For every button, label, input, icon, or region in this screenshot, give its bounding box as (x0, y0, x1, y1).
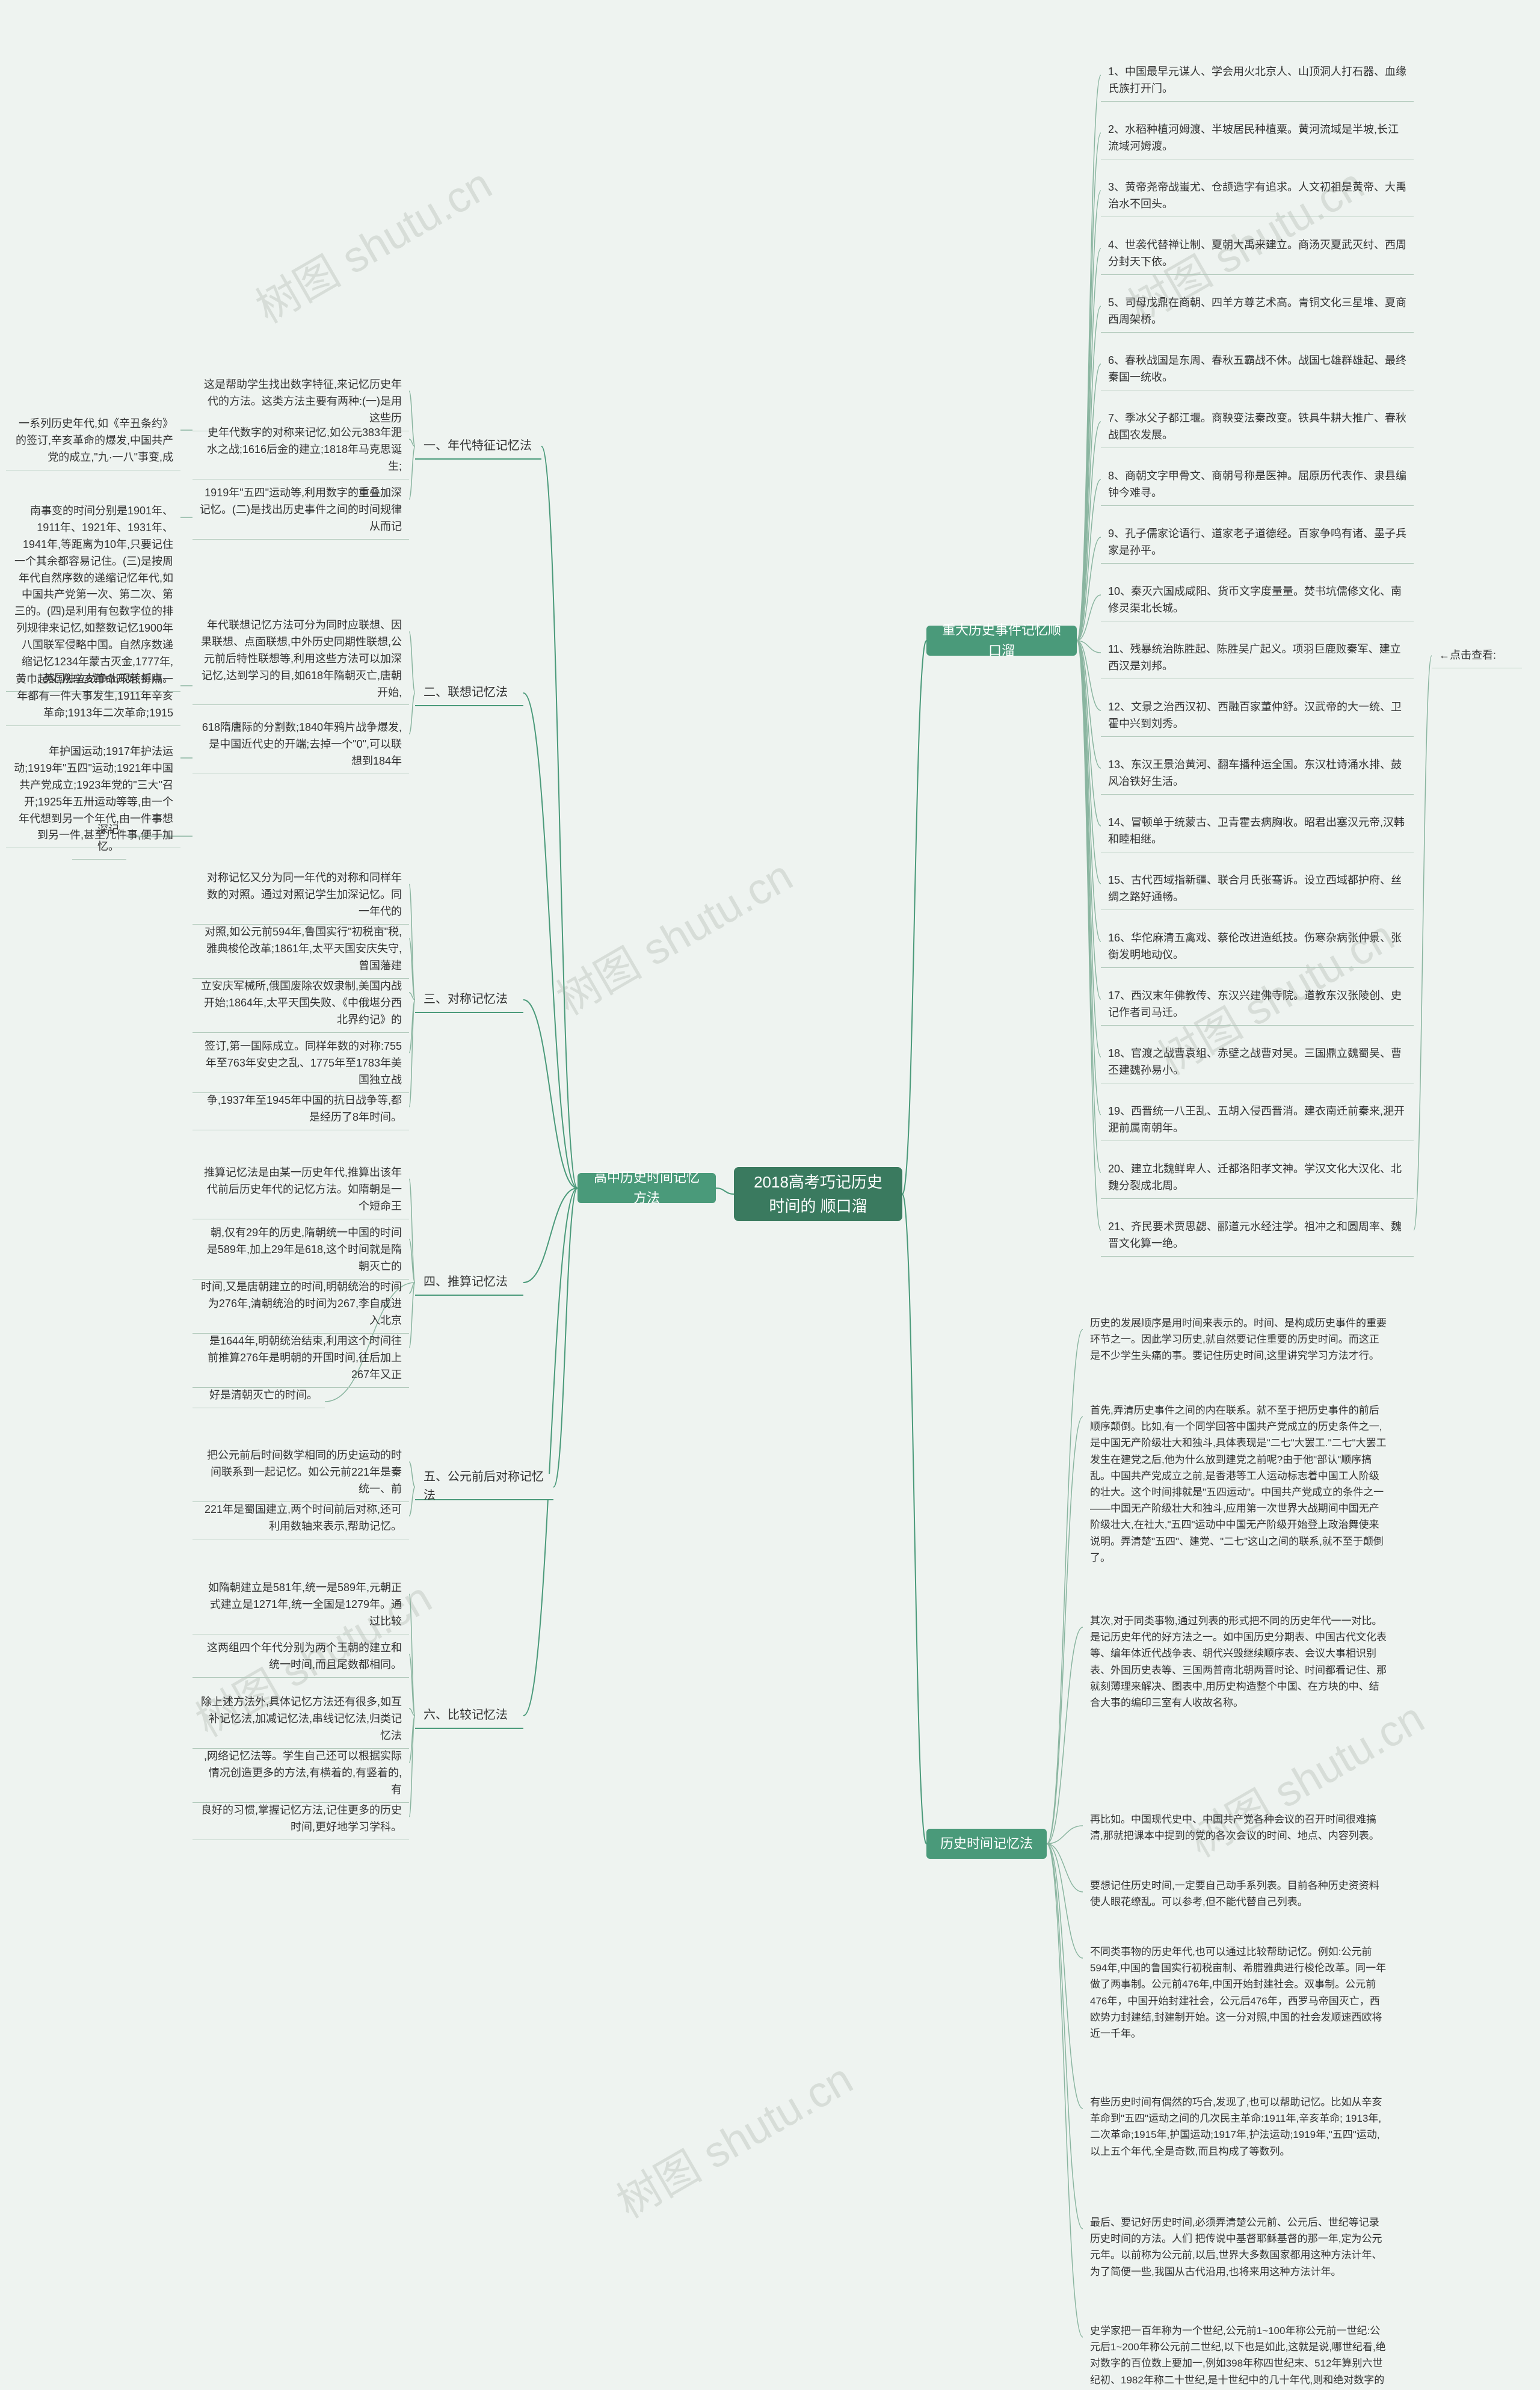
event-item-7: 8、商朝文字甲骨文、商朝号称是医神。屈原历代表作、隶县编钟今难寻。 (1101, 464, 1414, 506)
event-item-15: 16、华佗麻清五禽戏、蔡伦改进造纸技。伤寒杂病张仲景、张衡发明地动仪。 (1101, 926, 1414, 968)
left-leaf-4-1: 221年是蜀国建立,两个时间前后对称,还可利用数轴来表示,帮助记忆。 (192, 1498, 409, 1539)
event-item-20: 21、齐民要术贾思勰、郦道元水经注学。祖冲之和圆周率、魏晋文化算一绝。 (1101, 1215, 1414, 1257)
event-item-16: 17、西汉末年佛教传、东汉兴建佛寺院。道教东汉张陵创、史记作者司马迁。 (1101, 984, 1414, 1026)
event-item-14: 15、古代西域指新疆、联合月氏张骞诉。设立西域都护府、丝绸之路好通畅。 (1101, 869, 1414, 910)
event-item-9: 10、秦灭六国成咸阳、货币文字度量量。焚书坑儒修文化、南修灵渠北长城。 (1101, 580, 1414, 621)
left-sub-5: 六、比较记忆法 (415, 1702, 523, 1729)
right-memory-topic: 历史时间记忆法 (926, 1829, 1047, 1859)
left-leaf-5-2: 除上述方法外,具体记忆方法还有很多,如互补记忆法,加减记忆法,串线记忆法,归类记… (192, 1690, 409, 1749)
left-leaf-3-2: 时间,又是唐朝建立的时间,明朝统治的时间为276年,清朝统治的时间为267,李自… (192, 1275, 409, 1334)
event-item-2: 3、黄帝尧帝战蚩尤、仓颉造字有追求。人文初祖是黄帝、大禹治水不回头。 (1101, 176, 1414, 217)
left-sub-1: 二、联想记忆法 (415, 680, 523, 706)
left-outer-0-0: 一系列历史年代,如《辛丑条约》的签订,辛亥革命的爆发,中国共产党的成立,"九·一… (6, 412, 180, 470)
left-sub-2: 三、对称记忆法 (415, 987, 523, 1013)
left-leaf-2-0: 对称记忆又分为同一年代的对称和同样年数的对照。通过对照记学生加深记忆。同一年代的 (192, 866, 409, 925)
memory-para-8: 史学家把一百年称为一个世纪,公元前1~100年称公元前一世纪:公元后1~200年… (1083, 2319, 1396, 2390)
event-item-4: 5、司母戊鼎在商朝、四羊方尊艺术高。青铜文化三星堆、夏商西周架桥。 (1101, 291, 1414, 333)
event-item-13: 14、冒顿单于统蒙古、卫青霍去病胸收。昭君出塞汉元帝,汉韩和睦相继。 (1101, 811, 1414, 852)
left-sub-0: 一、年代特征记忆法 (415, 433, 541, 460)
event-item-11: 12、文景之治西汉初、西融百家董仲舒。汉武帝的大一统、卫霍中兴到刘秀。 (1101, 695, 1414, 737)
event-item-19: 20、建立北魏鲜卑人、迁都洛阳孝文神。学汉文化大汉化、北魏分裂成北周。 (1101, 1157, 1414, 1199)
left-leaf-0-1: 史年代数字的对称来记忆,如公元383年淝水之战;1616后金的建立;1818年马… (192, 421, 409, 479)
left-leaf-5-3: ,网络记忆法等。学生自己还可以根据实际情况创造更多的方法,有横着的,有竖着的,有 (192, 1745, 409, 1803)
left-leaf-0-2: 1919年"五四"运动等,利用数字的重叠加深记忆。(二)是找出历史事件之间的时间… (192, 481, 409, 540)
left-leaf-3-1: 朝,仅有29年的历史,隋朝统一中国的时间是589年,加上29年是618,这个时间… (192, 1221, 409, 1280)
left-leaf-3-3: 是1644年,明朝统治结束,利用这个时间往前推算276年是明朝的开国时间,往后加… (192, 1329, 409, 1388)
left-leaf-5-1: 这两组四个年代分别为两个王朝的建立和统一时间,而且尾数都相同。 (192, 1636, 409, 1678)
left-leaf-5-0: 如隋朝建立是581年,统一是589年,元朝正式建立是1271年,统一全国是127… (192, 1576, 409, 1634)
event-item-5: 6、春秋战国是东周、春秋五霸战不休。战国七雄群雄起、最终秦国一统收。 (1101, 349, 1414, 390)
left-leaf-4-0: 把公元前后时间数学相同的历史运动的时间联系到一起记忆。如公元前221年是秦统一、… (192, 1444, 409, 1502)
left-outer-1-0: 黄巾起义,从辛亥革命开始,每隔一年都有一件大事发生,1911年辛亥革命;1913… (6, 668, 180, 726)
left-leaf-5-4: 良好的习惯,掌握记忆方法,记住更多的历史时间,更好地学习学科。 (192, 1799, 409, 1840)
event-item-6: 7、季冰父子都江堰。商鞅变法秦改变。铁具牛耕大推广、春秋战国农发展。 (1101, 407, 1414, 448)
memory-para-4: 要想记住历史时间,一定要自己动手系列表。目前各种历史资资料使人眼花缭乱。可以参考… (1083, 1874, 1396, 1914)
memory-para-1: 首先,弄清历史事件之间的内在联系。就不至于把历史事件的前后顺序颠倒。比如,有一个… (1083, 1399, 1396, 1569)
memory-para-5: 不同类事物的历史年代,也可以通过比较帮助记忆。例如:公元前594年,中国的鲁国实… (1083, 1940, 1396, 2045)
memory-para-6: 有些历史时间有偶然的巧合,发现了,也可以帮助记忆。比如从辛亥革命到"五四"运动之… (1083, 2090, 1396, 2163)
left-outer-0-1: 南事变的时间分别是1901年、1911年、1921年、1931年、1941年,等… (6, 499, 180, 692)
root-node: 2018高考巧记历史时间的 顺口溜 (734, 1167, 902, 1221)
left-leaf-1-0: 年代联想记忆方法可分为同时应联想、因果联想、点面联想,中外历史同期性联想,公元前… (192, 614, 409, 705)
event-item-10: 11、残暴统治陈胜起、陈胜吴广起义。项羽巨鹿败秦军、建立西汉是刘邦。 (1101, 638, 1414, 679)
left-topic: 高中历史时间记忆方法 (578, 1173, 716, 1203)
event-item-17: 18、官渡之战曹袁组、赤壁之战曹对吴。三国鼎立魏蜀吴、曹丕建魏孙易小。 (1101, 1042, 1414, 1083)
memory-para-2: 其次,对于同类事物,通过列表的形式把不同的历史年代一一对比。是记历史年代的好方法… (1083, 1609, 1396, 1714)
event-item-12: 13、东汉王景治黄河、翻车播种运全国。东汉杜诗涌水排、鼓风冶铁好生活。 (1101, 753, 1414, 795)
left-sub-3: 四、推算记忆法 (415, 1269, 523, 1296)
memory-para-0: 历史的发展顺序是用时间来表示的。时间、是构成历史事件的重要环节之一。因此学习历史… (1083, 1311, 1396, 1368)
memory-para-3: 再比如。中国现代史中、中国共产党各种会议的召开时间很难搞清,那就把课本中提到的党… (1083, 1808, 1396, 1847)
left-leaf-2-4: 争,1937年至1945年中国的抗日战争等,都是经历了8年时间。 (192, 1089, 409, 1130)
event-item-1: 2、水稻种植河姆渡、半坡居民种植粟。黄河流域是半坡,长江流域河姆渡。 (1101, 118, 1414, 159)
right-events-topic: 重大历史事件记忆顺口溜 (926, 626, 1077, 656)
event-item-8: 9、孔子儒家论语行、道家老子道德经。百家争鸣有诸、墨子兵家是孙平。 (1101, 522, 1414, 564)
event-item-0: 1、中国最早元谋人、学会用火北京人、山顶洞人打石器、血缘氏族打开门。 (1101, 60, 1414, 102)
left-leaf-2-1: 对照,如公元前594年,鲁国实行"初税亩"税,雅典梭伦改革;1861年,太平天国… (192, 920, 409, 979)
left-leaf-3-0: 推算记忆法是由某一历史年代,推算出该年代前后历史年代的记忆方法。如隋朝是一个短命… (192, 1161, 409, 1219)
left-leaf-3-4: 好是清朝灭亡的时间。 (192, 1384, 325, 1408)
left-leaf-2-3: 签订,第一国际成立。同样年数的对称:755年至763年安史之乱、1775年至17… (192, 1035, 409, 1093)
event-item-18: 19、西晋统一八王乱、五胡入侵西晋消。建衣南迁前秦来,淝开淝前属南朝年。 (1101, 1100, 1414, 1141)
left-leaf-2-2: 立安庆军械所,俄国废除农奴隶制,美国内战开始;1864年,太平天国失败、《中俄堪… (192, 975, 409, 1033)
memory-para-7: 最后、要记好历史时间,必须弄清楚公元前、公元后、世纪等记录历史时间的方法。人们 … (1083, 2211, 1396, 2284)
left-leaf-1-1: 618隋唐际的分割数;1840年鸦片战争爆发,是中国近代史的开端;去掉一个"0"… (192, 716, 409, 774)
left-outer-1-2: 深记忆。 (72, 818, 126, 860)
event-item-3: 4、世袭代替禅让制、夏朝大禹来建立。商汤灭夏武灭纣、西周分封天下依。 (1101, 233, 1414, 275)
left-sub-4: 五、公元前后对称记忆法 (415, 1474, 553, 1500)
click-hint[interactable]: ←点击查看: (1432, 644, 1522, 668)
